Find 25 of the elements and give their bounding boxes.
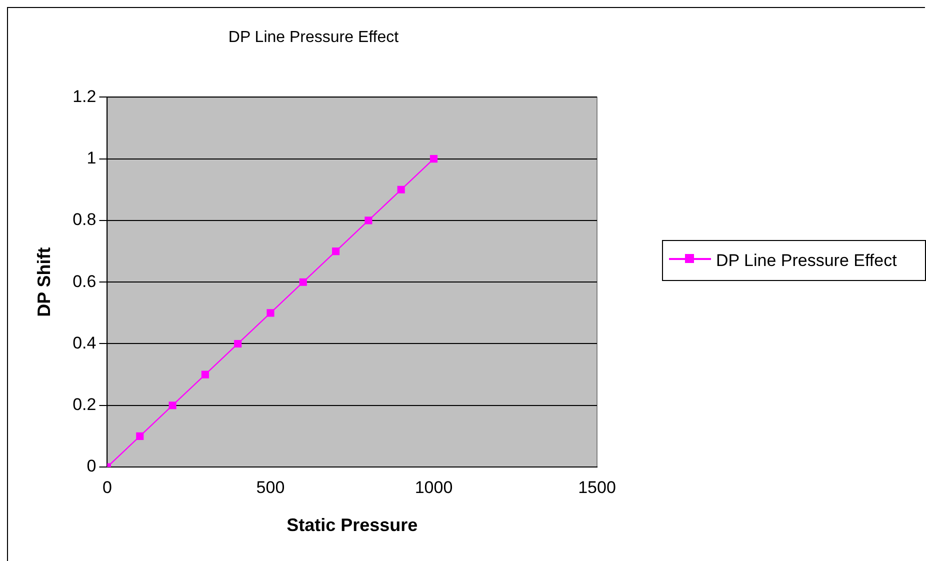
point bbox=[266, 309, 274, 317]
y-tick-label: 1.2 bbox=[72, 86, 96, 106]
y-tick-label: 1 bbox=[86, 148, 96, 168]
x-tick-label: 500 bbox=[256, 478, 285, 497]
x-tick-label: 1000 bbox=[414, 478, 453, 497]
y-axis-title: DP Shift bbox=[34, 247, 54, 317]
point bbox=[364, 216, 372, 224]
chart-title: DP Line Pressure Effect bbox=[228, 29, 400, 46]
point bbox=[430, 155, 438, 163]
y-tick-label: 0.2 bbox=[72, 395, 96, 414]
point bbox=[136, 432, 144, 440]
point bbox=[201, 370, 209, 378]
y-tick-label: 0 bbox=[86, 456, 96, 476]
x-tick-label: 1500 bbox=[578, 478, 616, 497]
point bbox=[168, 402, 176, 410]
point bbox=[332, 248, 340, 256]
legend-label: DP Line Pressure Effect bbox=[716, 250, 897, 272]
point bbox=[397, 186, 405, 194]
y-tick-label: 0.6 bbox=[72, 272, 96, 291]
point bbox=[299, 278, 307, 286]
y-tick-label: 0.8 bbox=[72, 210, 96, 230]
x-axis-title: Static Pressure bbox=[286, 515, 418, 536]
y-tick-label: 0.4 bbox=[72, 333, 96, 352]
point bbox=[234, 340, 242, 348]
x-tick-label: 0 bbox=[102, 478, 112, 497]
